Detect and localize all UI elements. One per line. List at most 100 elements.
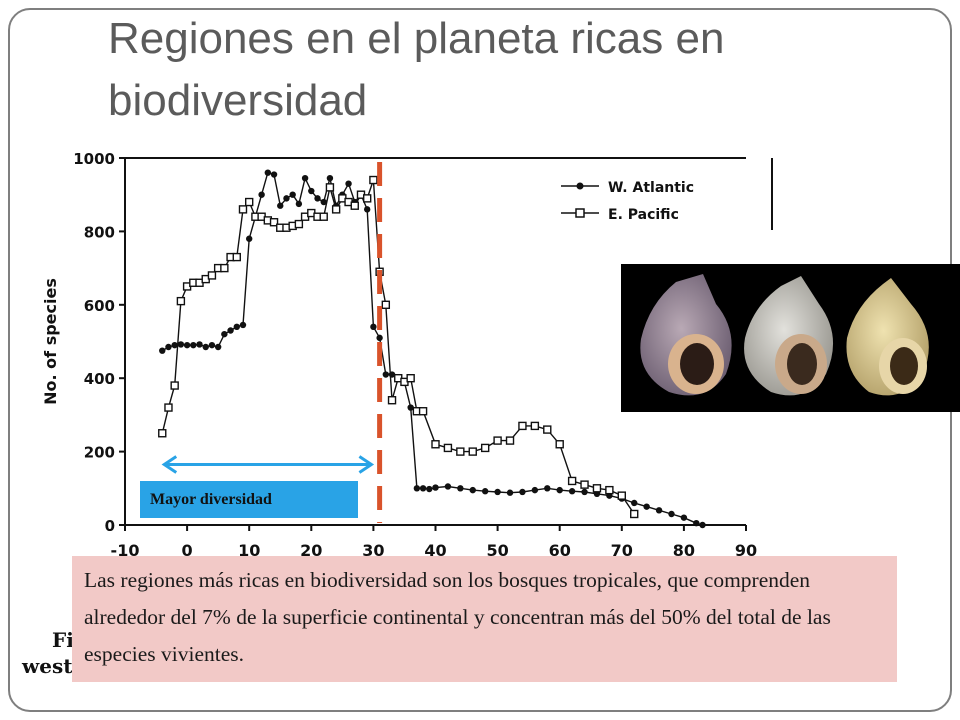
series-point-1: [214, 343, 222, 351]
y-tick-label: 400: [84, 370, 115, 388]
mayor-diversidad-label: Mayor diversidad: [140, 481, 358, 518]
series-point-1: [159, 347, 166, 354]
series-point-1: [320, 198, 327, 206]
series-point-1: [196, 341, 203, 348]
range-arrow-left-head: [161, 455, 178, 474]
shell-1: [640, 274, 732, 396]
x-tick-label: 60: [549, 541, 571, 560]
figure-caption-fragment-2: west: [22, 654, 73, 678]
species-chart: 0 200 400 600 800 1000 -10 0 10 20 30 40 50 60 70 80 90 N…: [28, 140, 788, 700]
series-point-1: [506, 489, 514, 496]
x-tick-label: 30: [362, 541, 384, 560]
series-point-2: [220, 263, 229, 273]
series-point-1: [202, 343, 209, 351]
series-point-1: [326, 174, 334, 182]
series-point-1: [233, 323, 240, 331]
series-point-2: [480, 443, 490, 453]
series-point-1: [258, 191, 265, 198]
series-point-2: [456, 447, 465, 456]
series-point-1: [221, 330, 228, 338]
series-point-2: [567, 476, 577, 486]
series-point-1: [363, 206, 371, 213]
series-point-2: [505, 436, 515, 445]
y-tick-label: 800: [84, 223, 115, 241]
range-arrow-right-head: [358, 455, 375, 474]
series-point-2: [319, 212, 328, 221]
series-point-2: [207, 271, 217, 280]
x-tick-label: 50: [486, 541, 508, 560]
series-point-2: [580, 480, 589, 489]
series-point-2: [406, 373, 415, 383]
series-point-1: [469, 486, 476, 494]
series-point-1: [208, 341, 216, 349]
y-tick-label: 200: [84, 444, 115, 462]
series-point-1: [227, 327, 234, 334]
series-point-2: [362, 194, 372, 203]
series-point-2: [530, 421, 540, 431]
series-point-1: [581, 488, 588, 496]
y-tick-label: 0: [105, 517, 115, 535]
series-point-2: [170, 381, 179, 390]
series-point-1: [382, 371, 390, 378]
series-point-2: [325, 183, 335, 192]
legend-label: E. Pacific: [608, 207, 679, 223]
snail-shells-illustration: [640, 274, 929, 396]
series-point-2: [592, 484, 602, 493]
series-point-2: [294, 219, 304, 229]
series-point-1: [165, 343, 172, 351]
series-point-1: [413, 485, 421, 492]
series-point-1: [270, 171, 278, 178]
series-point-1: [301, 174, 309, 182]
legend-marker: [576, 182, 584, 190]
series-point-2: [238, 205, 248, 214]
series-point-1: [519, 488, 526, 496]
x-tick-label: 90: [735, 541, 757, 560]
series-point-1: [426, 485, 433, 493]
series-point-2: [164, 403, 173, 412]
series-point-2: [158, 429, 167, 438]
slide-title: Regiones en el planeta ricas en biodiver…: [108, 14, 725, 125]
series-point-1: [631, 499, 638, 507]
series-point-1: [643, 503, 650, 510]
caption-box: Las regiones más ricas en biodiversidad …: [72, 556, 897, 682]
series-point-1: [531, 486, 539, 494]
series-point-1: [264, 169, 272, 176]
series-point-1: [283, 195, 290, 202]
shell-2: [744, 276, 834, 396]
species-chart-svg: 0 200 400 600 800 1000 -10 0 10 20 30 40 50 60 70 80 90 N…: [41, 150, 773, 560]
legend-label: W. Atlantic: [608, 180, 694, 196]
series-point-2: [418, 407, 428, 416]
series-point-2: [387, 396, 397, 405]
series-point-2: [468, 447, 477, 456]
series-point-1: [376, 334, 383, 342]
series-point-1: [419, 485, 427, 492]
series-point-2: [493, 436, 502, 445]
series-point-2: [244, 197, 254, 207]
y-tick-label: 1000: [73, 150, 115, 168]
series-point-1: [308, 187, 315, 195]
series-point-2: [369, 175, 378, 185]
series-point-1: [655, 507, 663, 514]
series-point-1: [556, 486, 563, 494]
series-point-1: [668, 510, 675, 518]
series-point-1: [277, 202, 284, 209]
x-tick-label: 0: [182, 541, 193, 560]
series-point-2: [381, 300, 391, 310]
figure-caption-fragment-1: Fi: [52, 628, 74, 652]
series-point-1: [171, 341, 178, 349]
series-point-1: [183, 341, 191, 349]
series-point-1: [544, 485, 551, 492]
series-point-2: [543, 425, 552, 434]
series-point-2: [605, 485, 614, 495]
series-point-2: [443, 443, 453, 453]
legend-marker: [575, 208, 585, 218]
series-point-1: [494, 488, 501, 496]
series-point-1: [680, 514, 688, 521]
series-point-1: [568, 488, 576, 495]
series-point-2: [269, 218, 279, 227]
snail-shells-photo: [621, 264, 960, 412]
series-point-2: [518, 421, 527, 431]
x-tick-label: -10: [111, 541, 140, 560]
series-point-2: [232, 252, 241, 262]
series-point-2: [555, 440, 564, 449]
